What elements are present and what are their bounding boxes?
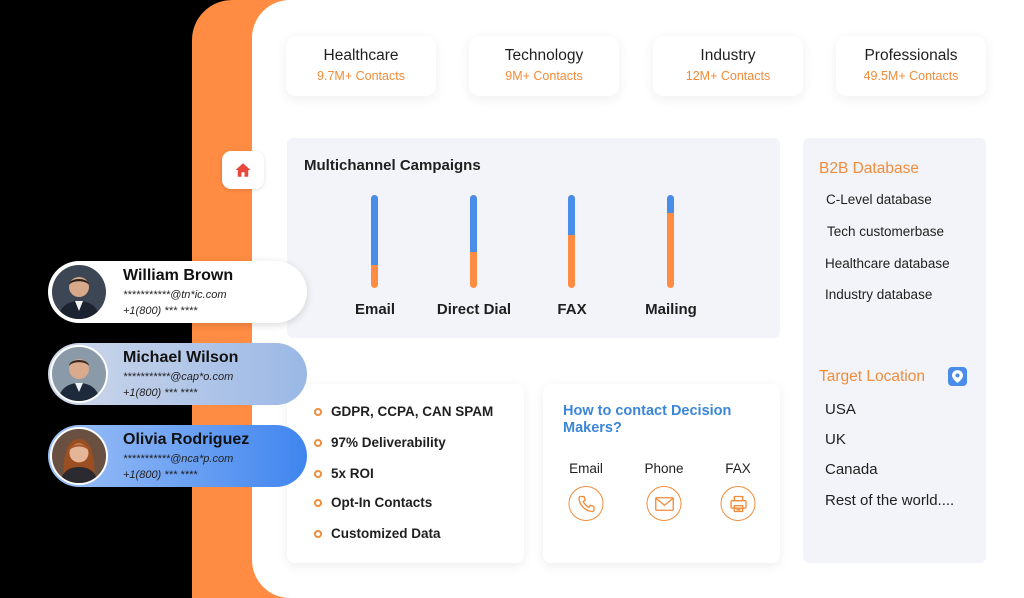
stat-card-industry[interactable]: Industry 12M+ Contacts <box>653 36 803 96</box>
avatar <box>50 263 108 321</box>
contact-label-email: Email <box>569 461 603 476</box>
stat-title: Professionals <box>864 47 958 64</box>
bar-label-email: Email <box>354 301 396 318</box>
stat-count: 9.7M+ Contacts <box>317 69 405 83</box>
bar-mailing <box>667 195 674 288</box>
stat-count: 9M+ Contacts <box>505 69 583 83</box>
b2b-item[interactable]: Tech customerbase <box>827 224 945 239</box>
stat-card-technology[interactable]: Technology 9M+ Contacts <box>469 36 619 96</box>
feature-label: Opt-In Contacts <box>331 495 433 510</box>
location-item[interactable]: Canada <box>825 461 878 478</box>
envelope-icon[interactable] <box>646 486 682 521</box>
location-item[interactable]: Rest of the world.... <box>825 492 955 509</box>
b2b-database-panel: B2B Database C-Level database Tech custo… <box>803 138 986 563</box>
contact-label-phone: Phone <box>644 461 684 476</box>
bar-fax <box>568 195 575 288</box>
stat-card-professionals[interactable]: Professionals 49.5M+ Contacts <box>836 36 986 96</box>
stat-title: Technology <box>504 47 584 64</box>
profile-email: ***********@tn*ic.com <box>123 289 227 301</box>
b2b-item[interactable]: C-Level database <box>826 192 932 207</box>
printer-icon[interactable] <box>720 486 756 521</box>
location-item[interactable]: USA <box>825 401 856 418</box>
profile-card-william-brown[interactable]: William Brown ***********@tn*ic.com +1(8… <box>48 261 307 323</box>
profile-name: Michael Wilson <box>123 349 239 366</box>
home-button[interactable] <box>222 151 264 189</box>
contact-methods-card: How to contact Decision Makers? Email Ph… <box>543 384 780 563</box>
multichannel-campaigns-panel: Multichannel Campaigns Email Direct Dial… <box>287 138 780 338</box>
campaign-title: Multichannel Campaigns <box>304 157 481 174</box>
feature-item: GDPR, CCPA, CAN SPAM <box>314 404 493 419</box>
profile-card-olivia-rodriguez[interactable]: Olivia Rodriguez ***********@nca*p.com +… <box>48 425 307 487</box>
features-card: GDPR, CCPA, CAN SPAM 97% Deliverability … <box>287 384 524 563</box>
feature-item: 97% Deliverability <box>314 435 446 450</box>
profile-phone: +1(800) *** **** <box>123 305 198 317</box>
bar-label-mailing: Mailing <box>645 301 697 318</box>
profile-phone: +1(800) *** **** <box>123 387 198 399</box>
bullet-icon <box>314 529 322 538</box>
profile-email: ***********@nca*p.com <box>123 453 234 465</box>
feature-label: Customized Data <box>331 526 441 541</box>
bar-email-fill <box>371 195 378 265</box>
home-icon <box>235 163 251 177</box>
avatar <box>50 345 108 403</box>
bar-fax-fill <box>568 195 575 235</box>
contact-label-fax: FAX <box>725 461 751 476</box>
bullet-icon <box>314 469 322 478</box>
bar-label-fax: FAX <box>557 301 587 318</box>
location-pin-icon <box>948 367 967 386</box>
bullet-icon <box>314 438 322 447</box>
stat-title: Healthcare <box>323 47 399 64</box>
bar-email <box>371 195 378 288</box>
profile-name: Olivia Rodriguez <box>123 431 250 448</box>
feature-item: Opt-In Contacts <box>314 495 432 510</box>
b2b-heading: B2B Database <box>819 160 919 177</box>
stat-count: 49.5M+ Contacts <box>863 69 959 83</box>
avatar <box>50 427 108 485</box>
profile-card-michael-wilson[interactable]: Michael Wilson ***********@cap*o.com +1(… <box>48 343 307 405</box>
b2b-item[interactable]: Industry database <box>825 287 933 302</box>
contact-title: How to contact Decision Makers? <box>563 403 732 436</box>
bar-mailing-fill <box>667 195 674 213</box>
profile-email: ***********@cap*o.com <box>123 371 234 383</box>
location-item[interactable]: UK <box>825 431 846 448</box>
feature-item: 5x ROI <box>314 466 374 481</box>
b2b-item[interactable]: Healthcare database <box>825 256 950 271</box>
bullet-icon <box>314 407 322 416</box>
bar-direct-dial <box>470 195 477 288</box>
bar-label-direct-dial: Direct Dial <box>436 301 512 318</box>
bar-direct-dial-fill <box>470 195 477 252</box>
profile-name: William Brown <box>123 267 234 284</box>
stat-card-healthcare[interactable]: Healthcare 9.7M+ Contacts <box>286 36 436 96</box>
bullet-icon <box>314 498 322 507</box>
target-location-heading: Target Location <box>819 368 925 385</box>
profile-phone: +1(800) *** **** <box>123 469 198 481</box>
feature-label: 5x ROI <box>331 466 374 481</box>
stat-title: Industry <box>700 47 756 64</box>
feature-label: 97% Deliverability <box>331 435 446 450</box>
feature-label: GDPR, CCPA, CAN SPAM <box>331 404 494 419</box>
phone-icon[interactable] <box>568 486 604 521</box>
stat-count: 12M+ Contacts <box>685 69 771 83</box>
feature-item: Customized Data <box>314 526 441 541</box>
